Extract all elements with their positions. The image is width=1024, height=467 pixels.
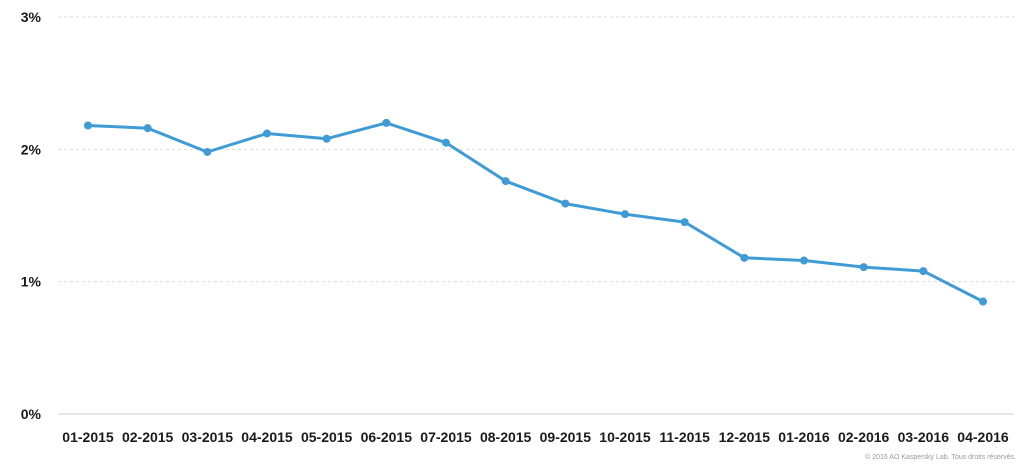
data-point — [84, 121, 92, 130]
x-tick-label: 06-2015 — [361, 429, 413, 445]
x-tick-label: 04-2016 — [957, 429, 1009, 445]
x-tick-label: 02-2015 — [122, 429, 174, 445]
x-tick-label: 10-2015 — [599, 429, 651, 445]
x-axis-ticks: 01-2015 02-2015 03-2015 04-2015 05-2015 06-20… — [62, 429, 1009, 445]
data-point — [621, 210, 629, 219]
data-point — [680, 218, 689, 227]
data-point — [322, 134, 331, 143]
x-tick-label: 09-2015 — [540, 429, 592, 445]
data-point — [740, 253, 749, 262]
y-tick-label: 1% — [21, 274, 42, 290]
y-tick-label: 0% — [21, 406, 42, 422]
x-tick-label: 03-2016 — [898, 429, 950, 445]
x-tick-label: 12-2015 — [719, 429, 771, 445]
data-point — [859, 263, 868, 272]
data-point — [442, 138, 450, 147]
data-point — [561, 199, 570, 208]
x-tick-label: 08-2015 — [480, 429, 532, 445]
grid-layer — [58, 16, 1014, 415]
data-point — [143, 124, 152, 133]
data-point — [203, 147, 212, 156]
y-tick-label: 3% — [21, 9, 42, 25]
x-tick-label: 04-2015 — [241, 429, 293, 445]
x-tick-label: 11-2015 — [659, 429, 710, 445]
data-point — [979, 297, 987, 306]
copyright-credit: © 2016 AO Kaspersky Lab. Tous droits rés… — [865, 453, 1016, 461]
data-point — [919, 267, 928, 276]
data-point — [800, 256, 808, 265]
x-tick-label: 01-2016 — [778, 429, 830, 445]
data-point — [263, 129, 271, 138]
x-tick-label: 01-2015 — [62, 429, 114, 445]
points-layer — [84, 118, 987, 306]
y-axis-ticks: 0% 1% 2% 3% — [21, 9, 42, 422]
x-tick-label: 03-2015 — [182, 429, 234, 445]
series-layer — [86, 121, 985, 303]
y-tick-label: 2% — [21, 141, 42, 157]
x-tick-label: 02-2016 — [838, 429, 890, 445]
data-point — [501, 177, 510, 186]
x-tick-label: 07-2015 — [420, 429, 472, 445]
data-point — [382, 118, 391, 127]
x-tick-label: 05-2015 — [301, 429, 353, 445]
series-line — [86, 121, 985, 303]
